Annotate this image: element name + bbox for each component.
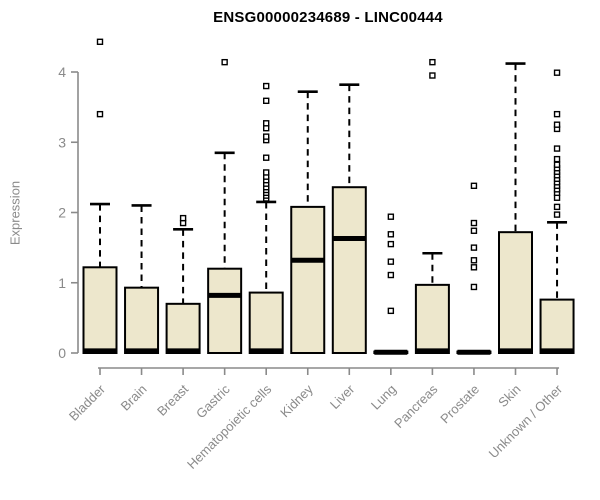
- outlier-point: [387, 307, 395, 315]
- x-tick-label: Breast: [154, 381, 191, 418]
- outlier-point: [553, 155, 561, 163]
- box-rect: [165, 302, 201, 355]
- outlier-point: [387, 258, 395, 265]
- box-rect: [290, 205, 326, 354]
- box-lung: [373, 213, 409, 355]
- box-rect: [498, 231, 533, 354]
- y-axis-title: Expression: [7, 180, 23, 246]
- chart-title: ENSG00000234689 - LINC00444: [213, 9, 443, 26]
- x-tick-label: Pancreas: [391, 381, 441, 431]
- box-prostate: [456, 182, 492, 355]
- y-tick-label: 3: [58, 134, 66, 150]
- box-gastric: [207, 58, 243, 355]
- outlier-point: [553, 145, 561, 152]
- outlier-point: [553, 110, 561, 118]
- y-tick-label: 4: [58, 64, 66, 80]
- outlier-point: [263, 97, 270, 105]
- x-tick-label: Prostate: [437, 382, 482, 427]
- outlier-point: [96, 110, 104, 118]
- outlier-point: [387, 231, 395, 238]
- box-breast: [165, 214, 201, 355]
- outlier-point: [553, 203, 561, 211]
- box-rect: [207, 267, 243, 355]
- outlier-point: [470, 264, 478, 271]
- outlier-point: [553, 161, 561, 168]
- y-tick-label: 2: [58, 205, 66, 221]
- outlier-point: [263, 169, 270, 176]
- outlier-point: [553, 211, 561, 218]
- box-brain: [124, 204, 160, 355]
- outlier-point: [470, 257, 478, 264]
- outlier-point: [470, 283, 478, 291]
- x-tick-label: Unknown / Other: [486, 381, 566, 461]
- outlier-point: [96, 38, 104, 45]
- outlier-point: [263, 133, 270, 140]
- outlier-point: [553, 121, 561, 128]
- box-kidney: [290, 90, 326, 354]
- x-tick-label: Bladder: [66, 381, 109, 424]
- outlier-point: [179, 214, 187, 222]
- x-tick-label: Lung: [368, 382, 399, 413]
- outlier-point: [263, 120, 270, 127]
- x-tick-label: Skin: [495, 382, 523, 410]
- box-rect: [414, 283, 450, 355]
- outlier-point: [387, 240, 395, 248]
- outlier-point: [470, 244, 478, 251]
- x-tick-label: Kidney: [277, 381, 316, 420]
- outlier-point: [387, 213, 395, 220]
- box-rect: [124, 286, 160, 355]
- outlier-point: [263, 82, 270, 90]
- box-bladder: [82, 38, 118, 355]
- y-tick-label: 0: [58, 345, 66, 361]
- y-tick-label: 1: [58, 275, 66, 291]
- box-rect: [331, 186, 367, 354]
- outlier-point: [470, 227, 478, 234]
- box-hematopoietic-cells: [248, 82, 284, 354]
- box-rect: [539, 298, 575, 354]
- x-tick-label: Brain: [118, 382, 150, 414]
- box-unknown-other: [539, 69, 575, 354]
- outlier-point: [429, 72, 436, 79]
- outlier-point: [470, 219, 478, 227]
- x-tick-label: Gastric: [193, 381, 233, 421]
- x-tick-label: Liver: [327, 381, 358, 412]
- box-rect: [248, 291, 284, 354]
- outlier-point: [221, 58, 228, 66]
- outlier-point: [429, 58, 436, 66]
- outlier-point: [470, 182, 478, 190]
- box-pancreas: [414, 58, 450, 355]
- outlier-point: [263, 154, 270, 161]
- outlier-point: [553, 69, 561, 76]
- box-skin: [498, 62, 533, 354]
- box-rect: [82, 266, 118, 355]
- outlier-point: [387, 271, 395, 279]
- box-liver: [331, 83, 367, 354]
